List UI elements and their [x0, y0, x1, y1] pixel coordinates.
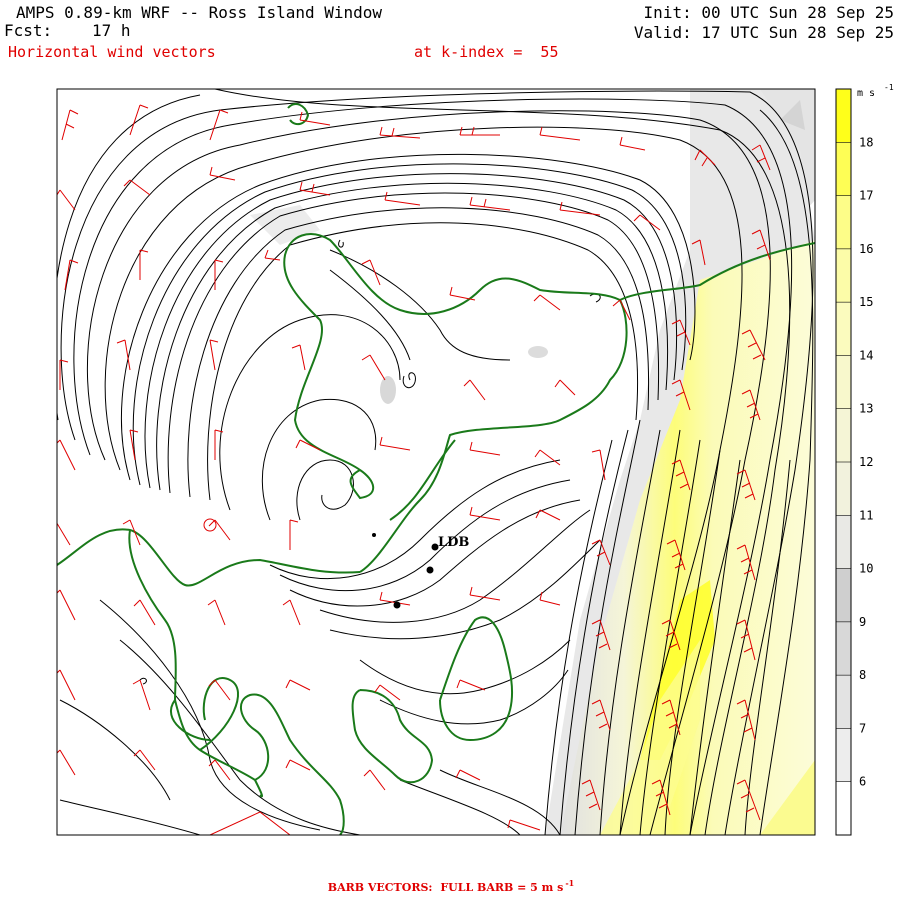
colorbar-swatch: [836, 142, 851, 196]
plot-frame: [56, 88, 816, 836]
colorbar-swatch: [836, 728, 851, 782]
colorbar-tick-label: 8: [859, 668, 866, 682]
colorbar: 18 17 16 15 14 13 12 11 10 9 8 7 6 m s -1: [835, 83, 894, 836]
colorbar-swatch: [836, 302, 851, 356]
colorbar-tick-label: 12: [859, 455, 873, 469]
colorbar-swatch: [836, 568, 851, 622]
footer-label: BARB VECTORS:: [327, 880, 433, 894]
level-info: at k-index = 55: [414, 43, 559, 61]
colorbar-tick-label: 17: [859, 189, 873, 203]
colorbar-tick-label: 14: [859, 348, 873, 362]
valid-time: Valid: 17 UTC Sun 28 Sep 25: [633, 23, 894, 42]
colorbar-swatch: [836, 462, 851, 516]
colorbar-tick-label: 6: [859, 775, 866, 789]
colorbar-swatch: [836, 621, 851, 676]
station-ldb-dot: [431, 543, 439, 551]
speed-shading: [250, 89, 815, 835]
plot-area: LDB: [57, 89, 815, 835]
footer-exp: -1: [565, 878, 575, 888]
colorbar-tick-label: 7: [859, 721, 866, 735]
forecast-value: 17 h: [92, 21, 131, 40]
colorbar-unit: m s: [857, 88, 875, 99]
stations: [372, 533, 439, 609]
colorbar-swatch: [836, 781, 851, 835]
colorbar-tick-label: 16: [859, 242, 873, 256]
station-dot: [393, 601, 401, 609]
station-label: LDB: [438, 535, 469, 550]
colorbar-swatch: [836, 515, 851, 569]
colorbar-swatch: [836, 89, 851, 143]
colorbar-unit-exp: -1: [884, 83, 894, 92]
colorbar-swatch: [836, 355, 851, 409]
footer-text: FULL BARB = 5 m s: [440, 880, 564, 894]
wind-barbs: [57, 104, 771, 835]
streamlines: [57, 89, 814, 835]
colorbar-tick-label: 15: [859, 295, 873, 309]
colorbar-tick-label: 13: [859, 402, 873, 416]
colorbar-swatch: [836, 248, 851, 303]
calm-circle: [203, 518, 217, 532]
coastline: [57, 103, 815, 835]
station-dot: [372, 533, 376, 537]
forecast-label: Fcst:: [4, 21, 53, 40]
field-name: Horizontal wind vectors: [8, 43, 216, 61]
station-dot: [426, 566, 434, 574]
init-time: Init: 00 UTC Sun 28 Sep 25: [643, 3, 894, 22]
colorbar-swatch: [836, 408, 851, 462]
title: AMPS 0.89-km WRF -- Ross Island Window: [16, 3, 383, 22]
colorbar-tick-label: 9: [859, 615, 866, 629]
colorbar-tick-label: 18: [859, 135, 873, 149]
colorbar-tick-label: 10: [859, 562, 873, 576]
colorbar-swatch: [836, 195, 851, 249]
colorbar-tick-label: 11: [859, 508, 873, 522]
footer-legend: BARB VECTORS: FULL BARB = 5 m s -1: [0, 878, 900, 894]
colorbar-swatch: [836, 675, 851, 729]
